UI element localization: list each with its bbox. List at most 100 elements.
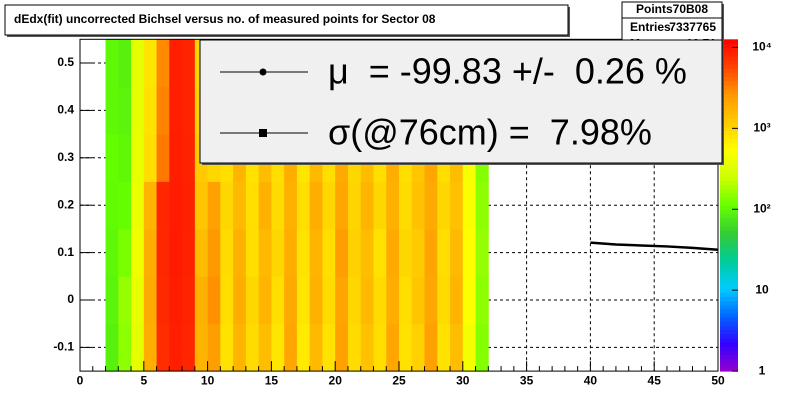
cell (131, 134, 145, 182)
cell (220, 276, 234, 325)
cell (105, 228, 119, 277)
x-tick-label: 35 (520, 373, 534, 387)
profile-line (590, 241, 719, 252)
cell (347, 276, 362, 325)
cell (207, 323, 221, 372)
cell (194, 323, 208, 372)
color-bar-step (720, 151, 738, 156)
color-bar-step (720, 68, 738, 73)
color-bar-step (720, 217, 738, 223)
color-bar-step (720, 337, 738, 343)
cell (271, 228, 285, 277)
cell (462, 323, 476, 372)
cell (475, 181, 489, 230)
color-bar-step (720, 267, 738, 273)
color-bar-step (720, 192, 738, 198)
cell (399, 228, 413, 277)
x-tick-label: 15 (265, 373, 279, 387)
cell (118, 323, 132, 372)
cell (411, 181, 425, 230)
y-tick-label: 0.2 (57, 197, 74, 211)
cell (399, 181, 413, 230)
cell (373, 323, 387, 372)
cell (169, 181, 183, 230)
color-bar-step (720, 196, 738, 202)
z-tick-label: 10⁴ (752, 40, 771, 54)
cell (335, 276, 349, 325)
cell (360, 228, 374, 277)
color-bar-step (720, 184, 738, 190)
color-bar-step (720, 358, 738, 364)
cell (450, 181, 464, 230)
cell (437, 181, 451, 230)
cell (143, 134, 157, 182)
color-bar-step (720, 284, 738, 289)
cell (322, 228, 336, 277)
cell (182, 181, 196, 230)
cell (424, 228, 438, 277)
cell (360, 181, 374, 230)
legend-label: μ = -99.83 +/- 0.26 % (328, 51, 687, 92)
cell (194, 181, 208, 230)
cell (309, 181, 323, 230)
cell (373, 181, 387, 230)
cell (271, 276, 285, 325)
color-bar-step (720, 39, 738, 44)
cell (284, 181, 298, 230)
cell (322, 181, 336, 230)
legend-marker (259, 129, 267, 137)
z-tick-label: 1 (759, 363, 766, 377)
color-bar-step (720, 354, 738, 360)
cell (143, 39, 157, 88)
cell (169, 323, 183, 372)
cell (233, 228, 247, 277)
color-bar-step (720, 321, 738, 326)
color-bar-step (720, 89, 738, 94)
cell (258, 181, 272, 230)
cell (450, 276, 464, 325)
cell (475, 228, 489, 277)
cell (131, 323, 145, 372)
legend: μ = -99.83 +/- 0.26 % σ(@76cm) = 7.98% (220, 51, 687, 153)
cell (462, 181, 476, 230)
color-bar-step (720, 329, 738, 335)
cell (105, 134, 119, 182)
cell (105, 86, 119, 135)
cell (143, 228, 157, 277)
cell (156, 181, 170, 230)
cell (411, 228, 425, 277)
color-bar-step (720, 333, 738, 339)
color-bar-step (720, 126, 738, 132)
color-bar-step (720, 230, 738, 235)
cell (182, 86, 196, 135)
color-bar-step (720, 242, 738, 248)
cell (258, 276, 272, 325)
cell (411, 276, 425, 325)
cell (258, 228, 272, 277)
color-bar-step (720, 80, 738, 86)
color-bar-step (720, 155, 738, 161)
color-bar-step (720, 180, 738, 185)
color-bar-step (720, 275, 738, 281)
color-bar-step (720, 159, 738, 165)
color-bar-step (720, 64, 738, 69)
cell (296, 323, 311, 372)
cell (271, 323, 285, 372)
cell (424, 181, 438, 230)
cell (284, 276, 298, 325)
cell (437, 323, 451, 372)
cell (233, 276, 247, 325)
cell (322, 276, 336, 325)
cell (143, 323, 157, 372)
color-bar-step (720, 221, 738, 227)
cell (411, 323, 425, 372)
color-bar-step (720, 51, 738, 57)
color-bar-step (720, 43, 738, 49)
color-bar-step (720, 300, 738, 306)
color-bar-step (720, 122, 738, 127)
cell (182, 39, 196, 88)
color-bar-step (720, 93, 738, 98)
color-bar-step (720, 205, 738, 210)
cell (131, 276, 145, 325)
cell (169, 228, 183, 277)
